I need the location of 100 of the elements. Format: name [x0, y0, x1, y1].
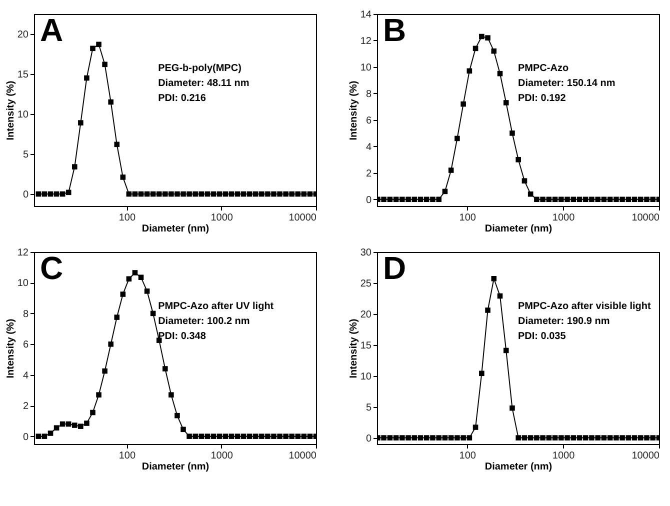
annotation: PMPC-Azo after UV light	[158, 300, 274, 312]
point	[582, 196, 588, 202]
point	[614, 435, 619, 440]
y-tick-label: 10	[360, 371, 372, 382]
point	[210, 434, 216, 439]
annotation: Diameter: 190.9 nm	[518, 316, 610, 327]
chart-title: C	[40, 250, 64, 286]
point	[387, 435, 393, 440]
annotation: PDI: 0.035	[518, 330, 566, 342]
point	[595, 435, 600, 440]
point	[601, 435, 607, 440]
point	[84, 75, 90, 81]
point	[576, 435, 582, 440]
point	[216, 434, 222, 439]
point	[192, 191, 198, 197]
y-axis-title: Intensity (%)	[348, 318, 360, 378]
point	[466, 435, 472, 440]
point	[96, 42, 102, 48]
point	[240, 434, 246, 439]
point	[412, 196, 418, 202]
point	[558, 196, 564, 202]
point	[510, 130, 515, 136]
annotation: PEG-b-poly(MPC)	[158, 62, 242, 74]
point	[283, 434, 288, 439]
x-tick-label: 1000	[552, 212, 576, 224]
point	[644, 435, 650, 440]
point	[102, 368, 108, 374]
point	[650, 196, 656, 202]
y-axis-title: Intensity (%)	[5, 80, 16, 140]
point	[601, 196, 607, 202]
point	[491, 276, 497, 282]
point	[162, 191, 168, 197]
x-tick-label: 10000	[288, 450, 317, 462]
point	[607, 196, 613, 202]
point	[424, 435, 430, 440]
point	[534, 435, 540, 440]
x-axis-title: Diameter (nm)	[142, 462, 210, 472]
point	[620, 435, 625, 440]
chart-title: D	[383, 250, 406, 286]
point	[393, 196, 399, 202]
y-tick-label: 6	[22, 340, 29, 351]
point	[479, 370, 484, 376]
point	[259, 434, 264, 439]
point	[156, 191, 162, 197]
point	[222, 434, 228, 439]
point	[108, 342, 114, 347]
y-tick-label: 10	[360, 62, 372, 74]
y-tick-label: 8	[22, 308, 29, 320]
point	[546, 435, 552, 440]
y-tick-label: 12	[17, 248, 29, 258]
point	[42, 434, 48, 439]
point	[503, 100, 509, 106]
point	[582, 435, 588, 440]
x-tick-label: 100	[118, 450, 136, 462]
point	[400, 196, 405, 202]
x-tick-label: 10000	[632, 212, 660, 224]
x-tick-label: 1000	[210, 450, 234, 462]
y-tick-label: 0	[22, 190, 29, 200]
point	[265, 191, 270, 197]
point	[48, 430, 54, 436]
point	[186, 191, 192, 197]
point	[168, 191, 174, 197]
y-axis-title: Intensity (%)	[5, 318, 16, 378]
x-axis-title: Diameter (nm)	[484, 462, 552, 472]
point	[192, 434, 198, 439]
point	[234, 434, 240, 439]
point	[381, 196, 386, 202]
point	[510, 405, 515, 411]
point	[479, 34, 484, 40]
point	[295, 434, 301, 439]
point	[174, 412, 180, 418]
point	[430, 435, 436, 440]
y-tick-label: 10	[17, 278, 29, 290]
point	[228, 434, 234, 439]
annotation: PMPC-Azo after visible light	[518, 300, 652, 312]
point	[564, 196, 570, 202]
y-tick-label: 15	[360, 340, 372, 352]
annotation: PDI: 0.216	[158, 92, 206, 104]
point	[108, 99, 114, 105]
point	[162, 366, 168, 372]
y-tick-label: 14	[360, 10, 372, 20]
point	[138, 274, 144, 280]
y-tick-label: 12	[360, 36, 372, 47]
point	[180, 191, 186, 197]
point	[265, 434, 270, 439]
point	[540, 435, 546, 440]
point	[393, 435, 399, 440]
point	[644, 196, 650, 202]
point	[168, 392, 174, 398]
y-tick-label: 25	[360, 278, 372, 290]
chart-title: A	[40, 12, 64, 48]
point	[96, 392, 102, 398]
annotation: PMPC-Azo	[518, 62, 569, 74]
point	[424, 196, 430, 202]
point	[289, 191, 295, 197]
point	[485, 308, 490, 313]
point	[564, 435, 570, 440]
point	[301, 434, 307, 439]
y-tick-label: 2	[22, 401, 29, 412]
y-tick-label: 0	[366, 433, 372, 444]
